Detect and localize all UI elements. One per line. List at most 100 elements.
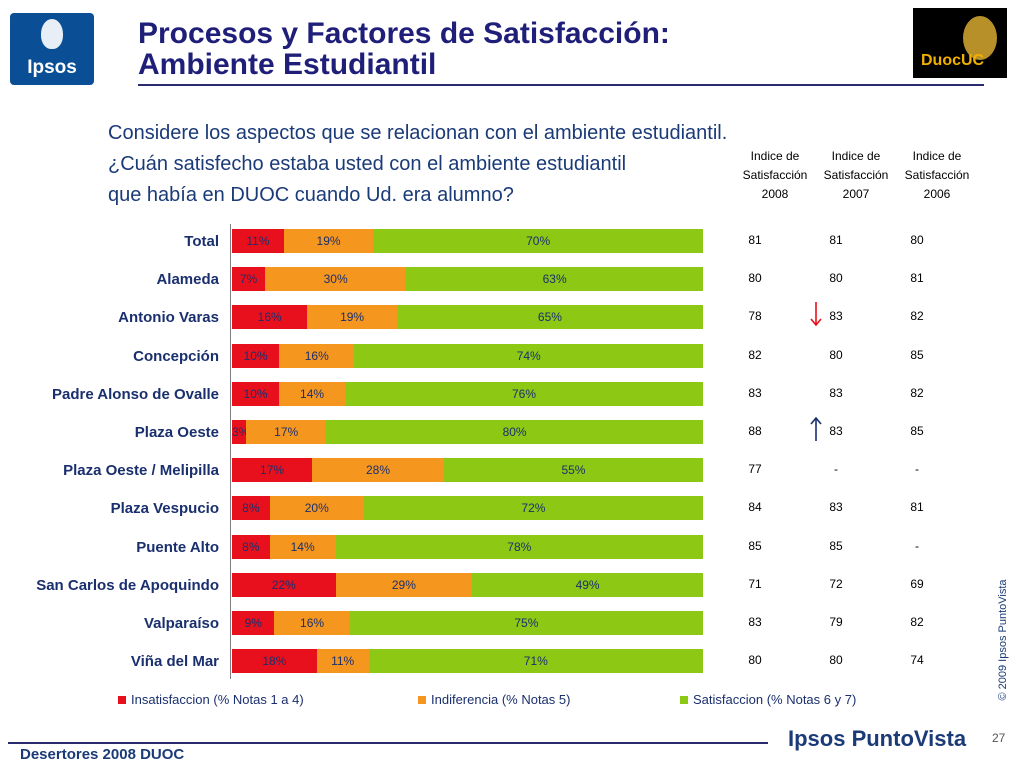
legend-swatch-green <box>680 695 688 704</box>
index-2008-vina-del-mar: 80 <box>748 653 762 668</box>
index-2006-valparaiso: 82 <box>910 615 924 629</box>
category-label-plaza-oeste: Plaza Oeste <box>134 424 219 441</box>
legend-item-insatisfaccion: Insatisfaccion (% Notas 1 a 4) <box>118 692 304 707</box>
index-2006-vina-del-mar: 74 <box>910 653 924 668</box>
column-header-2008-line2: Satisfacción <box>742 168 808 182</box>
page-number: 27 <box>992 731 1006 745</box>
question-line-2: ¿Cuán satisfecho estaba usted con el amb… <box>108 153 627 175</box>
bar-satisfaccion-total: 70% <box>373 229 703 253</box>
duoc-seal-icon <box>963 16 997 60</box>
bar-satisfaccion-antonio-varas: 65% <box>396 305 703 330</box>
data-label: 71% <box>523 654 548 669</box>
column-header-2007-line2: Satisfacción <box>823 168 889 182</box>
column-header-2007: Indice de Satisfacción 2007 <box>816 147 896 204</box>
data-label: 14% <box>300 386 325 401</box>
survey-question: Considere los aspectos que se relacionan… <box>108 118 828 211</box>
duoc-logo-text: DuocUC <box>921 52 985 69</box>
legend-item-indiferencia: Indiferencia (% Notas 5) <box>418 692 570 707</box>
bar-insatisfaccion-vina-del-mar: 18% <box>232 649 317 674</box>
data-label: 16% <box>304 348 329 363</box>
category-label-alameda: Alameda <box>156 271 219 289</box>
index-2006-concepcion: 85 <box>910 347 924 362</box>
index-2007-plaza-oeste: 83 <box>829 424 843 438</box>
index-2008-puente-alto: 85 <box>748 538 762 553</box>
legend-label: Insatisfaccion (% Notas 1 a 4) <box>131 692 304 707</box>
data-label: 17% <box>274 425 299 439</box>
data-label: 7% <box>239 272 258 287</box>
title-line-2: Ambiente Estudiantil <box>138 48 437 81</box>
bar-indiferencia-padre-alonso-de-ovalle: 14% <box>279 381 346 406</box>
bar-indiferencia-alameda: 30% <box>264 267 407 292</box>
bar-indiferencia-san-carlos-de-apoquindo: 29% <box>335 572 473 597</box>
index-2006-alameda: 81 <box>910 271 924 286</box>
column-header-2007-line1: Indice de <box>831 149 881 163</box>
bar-satisfaccion-concepcion: 74% <box>354 343 703 368</box>
column-header-2008-line1: Indice de <box>750 149 800 163</box>
index-2007-alameda: 80 <box>829 271 843 286</box>
column-header-2006-line1: Indice de <box>912 149 962 163</box>
data-label: 11% <box>331 654 355 669</box>
bar-satisfaccion-vina-del-mar: 71% <box>368 649 703 674</box>
index-2006-puente-alto: - <box>915 538 919 553</box>
data-label: 49% <box>575 577 600 592</box>
bar-insatisfaccion-antonio-varas: 16% <box>232 305 308 330</box>
bar-satisfaccion-alameda: 63% <box>406 267 703 292</box>
data-label: 65% <box>537 310 562 325</box>
legend-swatch-red <box>118 695 126 704</box>
category-label-valparaiso: Valparaíso <box>143 615 219 632</box>
column-header-2006-line2: Satisfacción <box>904 168 970 182</box>
category-label-san-carlos-de-apoquindo: San Carlos de Apoquindo <box>36 576 219 594</box>
data-label: 8% <box>242 539 260 554</box>
bar-indiferencia-puente-alto: 14% <box>269 534 336 559</box>
data-label: 63% <box>542 272 567 287</box>
data-label: 70% <box>526 234 551 248</box>
bar-indiferencia-plaza-oeste: 17% <box>246 420 327 444</box>
data-label: 19% <box>340 310 365 325</box>
index-2007-valparaiso: 79 <box>829 615 843 629</box>
data-label: 16% <box>300 616 325 630</box>
column-header-2006-line3: 2006 <box>923 187 951 201</box>
legend-item-satisfaccion: Satisfaccion (% Notas 6 y 7) <box>680 692 856 707</box>
ipsos-logo: Ipsos <box>10 13 94 85</box>
category-label-plaza-vespucio: Plaza Vespucio <box>110 500 219 518</box>
duoc-logo: DuocUC <box>913 8 1007 78</box>
index-2008-valparaiso: 83 <box>748 615 762 629</box>
index-2006-plaza-vespucio: 81 <box>910 500 924 515</box>
data-label: 16% <box>257 310 282 325</box>
index-2006-antonio-varas: 82 <box>910 309 924 324</box>
data-label: 17% <box>260 463 285 478</box>
column-header-2007-line3: 2007 <box>842 187 870 201</box>
index-2007-plaza-oeste-melipilla: - <box>834 462 838 477</box>
ipsos-logo-text: Ipsos <box>27 57 77 78</box>
data-label: 22% <box>271 577 296 592</box>
data-label: 78% <box>507 539 532 554</box>
category-label-total: Total <box>184 233 219 250</box>
index-2008-plaza-oeste: 88 <box>748 424 762 438</box>
data-label: 20% <box>304 501 329 516</box>
index-2006-padre-alonso-de-ovalle: 82 <box>910 385 924 400</box>
index-2007-padre-alonso-de-ovalle: 83 <box>829 385 843 400</box>
data-label: 72% <box>521 501 546 516</box>
bar-satisfaccion-plaza-oeste: 80% <box>326 420 703 444</box>
index-2008-plaza-vespucio: 84 <box>748 500 762 515</box>
category-label-antonio-varas: Antonio Varas <box>118 309 219 327</box>
bar-insatisfaccion-valparaiso: 9% <box>232 611 275 635</box>
bar-insatisfaccion-concepcion: 10% <box>232 343 280 368</box>
index-2007-total: 81 <box>829 233 843 247</box>
index-2008-antonio-varas: 78 <box>748 309 762 324</box>
index-2008-san-carlos-de-apoquindo: 71 <box>748 576 762 591</box>
category-label-concepcion: Concepción <box>133 347 219 365</box>
bar-satisfaccion-san-carlos-de-apoquindo: 49% <box>472 572 703 597</box>
ipsos-head-icon <box>41 19 63 49</box>
index-2007-antonio-varas: 83 <box>829 309 843 324</box>
index-2007-plaza-vespucio: 83 <box>829 500 843 515</box>
bar-insatisfaccion-plaza-vespucio: 8% <box>232 496 270 521</box>
title-line-1: Procesos y Factores de Satisfacción: <box>138 17 670 50</box>
data-label: 55% <box>561 463 586 478</box>
category-axis-line <box>230 224 231 679</box>
column-header-2008-line3: 2008 <box>761 187 789 201</box>
index-2007-san-carlos-de-apoquindo: 72 <box>829 576 843 591</box>
index-2006-total: 80 <box>910 233 924 247</box>
category-label-vina-del-mar: Viña del Mar <box>130 653 219 671</box>
data-label: 10% <box>243 386 268 401</box>
